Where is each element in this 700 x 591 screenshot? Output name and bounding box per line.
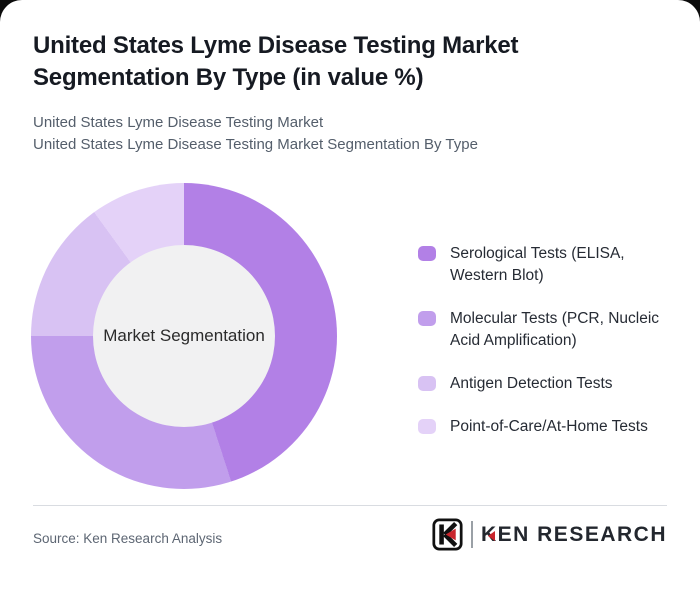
logo-brand-text: KEN RESEARCH	[480, 522, 667, 546]
legend-item: Point-of-Care/At-Home Tests	[418, 416, 678, 438]
legend-swatch	[418, 376, 436, 391]
subtitle-line-1: United States Lyme Disease Testing Marke…	[33, 114, 324, 131]
donut-chart: Market Segmentation	[31, 183, 337, 489]
legend-swatch	[418, 419, 436, 434]
legend-item: Molecular Tests (PCR, Nucleic Acid Ampli…	[418, 308, 678, 352]
ken-research-shield-icon	[432, 518, 463, 551]
legend-label: Antigen Detection Tests	[450, 375, 613, 392]
legend-swatch	[418, 246, 436, 261]
footer-divider	[33, 505, 667, 506]
legend-label: Point-of-Care/At-Home Tests	[450, 418, 648, 435]
donut-center: Market Segmentation	[93, 245, 275, 427]
legend-swatch	[418, 311, 436, 326]
ken-research-logo: KEN RESEARCH	[432, 518, 667, 551]
legend-item: Antigen Detection Tests	[418, 373, 678, 395]
logo-divider	[470, 521, 473, 548]
subtitle-line-2: United States Lyme Disease Testing Marke…	[33, 136, 478, 153]
donut-center-label: Market Segmentation	[103, 326, 265, 345]
source-note: Source: Ken Research Analysis	[33, 531, 223, 546]
chart-legend: Serological Tests (ELISA, Western Blot) M…	[418, 243, 678, 438]
page-title: United States Lyme Disease Testing Marke…	[33, 32, 519, 91]
legend-label: Serological Tests (ELISA, Western Blot)	[450, 245, 625, 284]
chart-subtitles: United States Lyme Disease Testing Marke…	[33, 112, 478, 156]
legend-item: Serological Tests (ELISA, Western Blot)	[418, 243, 678, 287]
logo-wordmark: KEN RESEARCH	[481, 523, 667, 547]
legend-label: Molecular Tests (PCR, Nucleic Acid Ampli…	[450, 310, 660, 349]
logo-k-triangle-icon	[487, 530, 495, 541]
